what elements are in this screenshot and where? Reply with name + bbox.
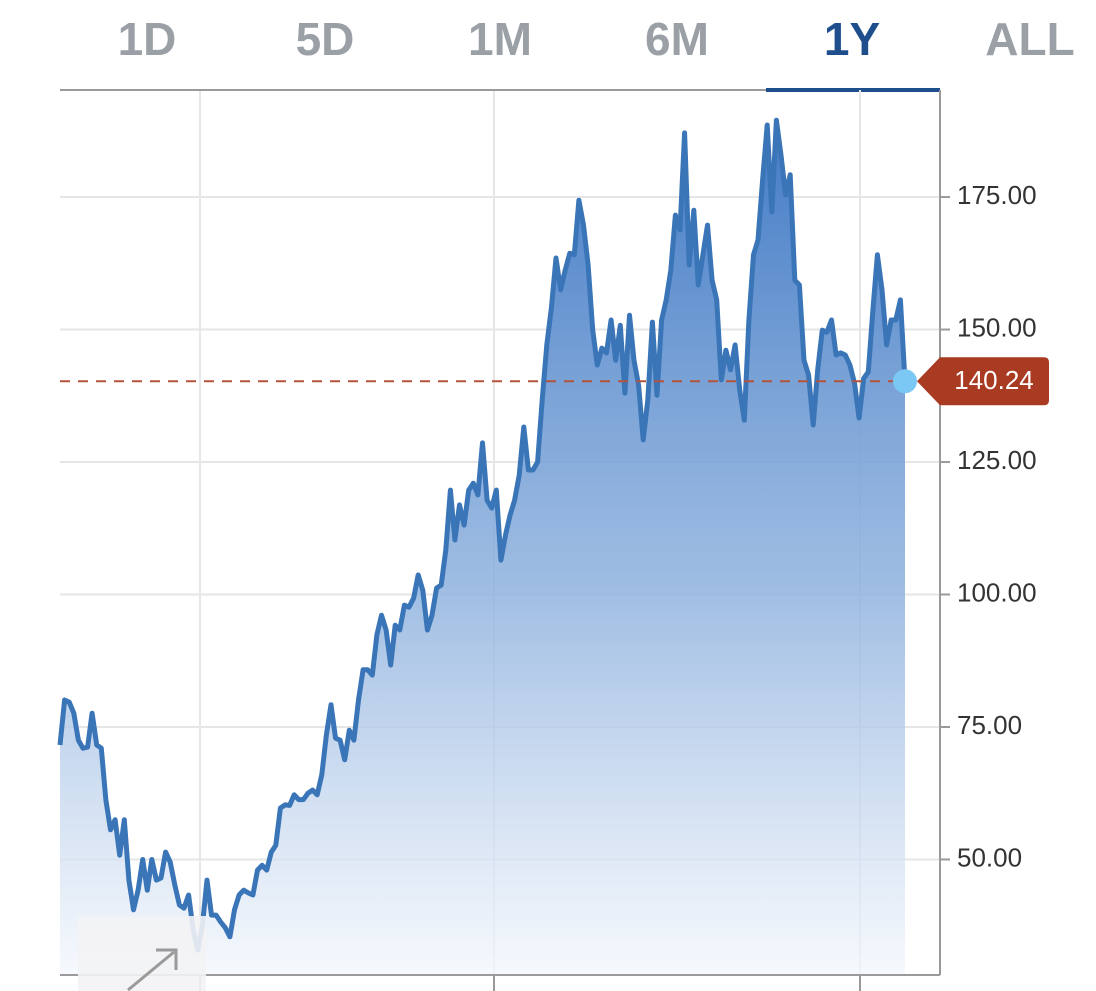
price-tag-label: 140.24 bbox=[954, 365, 1034, 395]
range-tab[interactable]: 6M bbox=[645, 13, 709, 65]
y-tick-label: 150.00 bbox=[957, 312, 1037, 342]
active-tab-underline bbox=[766, 88, 940, 92]
expand-icon bbox=[127, 948, 178, 991]
range-tab[interactable]: 1D bbox=[118, 13, 177, 65]
y-ticks: 50.00 75.00 100.00 125.00 150.00 175.00 bbox=[940, 180, 1037, 872]
price-tag bbox=[917, 357, 1049, 406]
plot bbox=[57, 117, 908, 975]
range-tab[interactable]: 1M bbox=[468, 13, 532, 65]
area-fill bbox=[60, 120, 905, 975]
y-tick-label: 100.00 bbox=[957, 577, 1037, 607]
last-point bbox=[893, 369, 917, 394]
y-tick-label: 50.00 bbox=[957, 842, 1022, 872]
range-tab[interactable]: 1Y bbox=[824, 13, 880, 65]
last-price: 140.24 bbox=[60, 357, 1049, 406]
y-tick-label: 125.00 bbox=[957, 445, 1037, 475]
expand-button[interactable] bbox=[78, 916, 206, 991]
range-tab[interactable]: 5D bbox=[296, 13, 355, 65]
range-tab[interactable]: ALL bbox=[985, 13, 1074, 65]
y-tick-label: 75.00 bbox=[957, 710, 1022, 740]
y-tick-label: 175.00 bbox=[957, 180, 1037, 210]
range-tabs: 1D 5D 1M 6M 1Y ALL bbox=[118, 13, 1075, 92]
